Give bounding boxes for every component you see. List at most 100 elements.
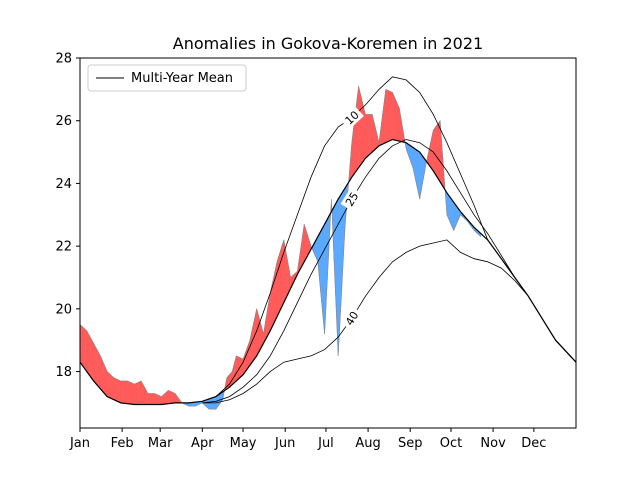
anomaly-above-segment (164, 392, 166, 405)
anomaly-above-segment (140, 380, 143, 405)
anomaly-above-segment (365, 114, 367, 159)
plot-frame (79, 57, 577, 429)
anomaly-above-segment (169, 390, 172, 404)
anomaly-above-segment (116, 378, 119, 402)
anomaly-above-segment (127, 380, 130, 405)
anomaly-above-segment (150, 393, 153, 405)
percentile-line-25 (202, 139, 577, 404)
percentile-line-40 (202, 239, 577, 404)
anomaly-above-segment (112, 376, 115, 401)
anomaly-above-segment (86, 330, 89, 375)
percentile-label-40: 40 (343, 309, 361, 328)
x-tick-label-jun: Jun (274, 436, 295, 451)
anomaly-above-segment (435, 123, 438, 179)
anomaly-above-segment (358, 86, 361, 169)
anomaly-above-segment (134, 383, 136, 405)
anomaly-below-segment (210, 397, 213, 410)
anomaly-above-segment (240, 357, 242, 378)
anomaly-above-segment (81, 325, 83, 367)
anomaly-above-segment (257, 313, 260, 354)
anomaly-above-segment (395, 98, 397, 141)
anomaly-above-segment (126, 380, 128, 404)
anomaly-above-segment (357, 86, 359, 171)
anomaly-above-segment (104, 365, 107, 396)
legend-label-mean: Multi-Year Mean (131, 71, 233, 86)
anomaly-above-segment (396, 101, 399, 142)
anomaly-above-segment (275, 261, 278, 320)
anomaly-above-segment (388, 90, 391, 142)
anomaly-above-segment (139, 380, 142, 405)
observed-outline (79, 86, 482, 410)
anomaly-above-segment (154, 393, 157, 405)
anomaly-above-segment (236, 355, 238, 382)
anomaly-above-segment (131, 382, 134, 405)
anomaly-above-segment (83, 327, 86, 371)
anomaly-above-segment (120, 380, 123, 404)
x-tick-label-sep: Sep (398, 436, 423, 451)
percentile-label-bg-40 (340, 306, 363, 331)
axes: Jan Feb Mar Apr May Jun Jul Aug Sep Oct Nov Dec 18 20… (55, 52, 546, 452)
anomaly-above-segment (151, 393, 154, 405)
anomaly-above-segment (390, 91, 393, 141)
anomaly-above-segment (385, 89, 388, 143)
anomaly-below-segment (316, 236, 319, 262)
anomaly-below-segment (418, 150, 420, 200)
anomaly-above-segment (168, 390, 170, 404)
anomaly-above-segment (155, 393, 158, 405)
anomaly-below-segment (211, 397, 214, 410)
anomaly-above-segment (369, 114, 372, 156)
x-tick-label-aug: Aug (355, 436, 380, 451)
anomaly-above-segment (237, 356, 240, 381)
anomaly-below-segment (207, 398, 210, 410)
anomaly-below-segment (454, 203, 457, 228)
anomaly-above-segment (108, 372, 111, 399)
anomaly-above-segment (393, 95, 396, 141)
anomaly-above-segment (100, 355, 102, 391)
anomaly-above-segment (124, 380, 127, 404)
x-tick-label-may: May (230, 436, 257, 451)
anomaly-above-segment (85, 329, 87, 373)
anomaly-above-segment (389, 90, 392, 142)
anomaly-above-segment (256, 308, 259, 356)
anomaly-above-segment (109, 373, 112, 399)
anomaly-above-segment (241, 358, 244, 377)
y-tick-label-18: 18 (55, 365, 72, 380)
anomaly-above-segment (93, 343, 96, 384)
anomaly-above-segment (279, 248, 282, 312)
anomaly-below-segment (448, 194, 450, 222)
anomaly-above-segment (230, 371, 233, 387)
percentile-label-25: 25 (343, 190, 361, 209)
x-tick-label-oct: Oct (440, 436, 462, 451)
anomaly-above-segment (173, 392, 176, 404)
anomaly-above-segment (135, 382, 138, 405)
anomaly-above-segment (386, 89, 389, 143)
anomaly-above-segment (165, 391, 168, 405)
anomaly-above-segment (282, 239, 285, 306)
anomaly-above-segment (102, 362, 105, 395)
x-tick-label-dec: Dec (521, 436, 546, 451)
anomaly-above-segment (89, 335, 92, 378)
anomaly-above-segment (128, 381, 131, 405)
anomaly-above-segment (366, 114, 369, 158)
anomaly-above-segment (227, 374, 230, 389)
anomaly-above-segment (87, 333, 90, 376)
anomaly-above-segment (392, 92, 395, 141)
mean-line (79, 138, 577, 406)
anomaly-below-segment (323, 224, 325, 334)
anomaly-above-segment (97, 350, 100, 388)
anomaly-above-segment (92, 340, 94, 382)
anomaly-below-segment (449, 195, 452, 225)
anomaly-above-segment (147, 393, 150, 405)
anomaly-below-segment (453, 201, 456, 231)
anomaly-above-segment (278, 252, 280, 314)
y-tick-label-20: 20 (55, 302, 72, 317)
x-tick-label-apr: Apr (191, 436, 214, 451)
anomaly-above-segment (304, 224, 306, 262)
y-tick-label-28: 28 (55, 52, 72, 67)
x-tick-label-jul: Jul (317, 436, 334, 451)
x-tick-label-jan: Jan (69, 436, 90, 451)
anomaly-above-segment (276, 257, 279, 317)
anomaly-above-segment (142, 383, 145, 405)
percentile-label-bg-25 (340, 186, 363, 212)
